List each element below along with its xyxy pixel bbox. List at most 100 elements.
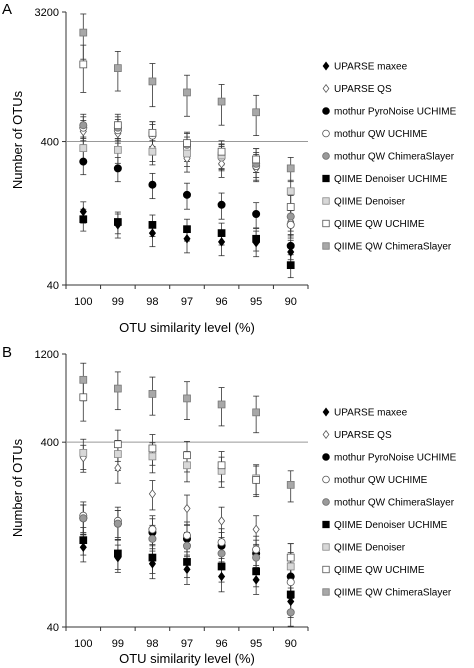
data-point <box>182 531 191 540</box>
legend-swatch <box>322 520 330 529</box>
legend-item: UPARSE maxee <box>322 61 408 73</box>
data-point <box>114 146 122 154</box>
y-axis-title-b: Number of OTUs <box>10 438 25 537</box>
legend-label: UPARSE QS <box>334 430 392 441</box>
data-marks-b <box>79 362 295 627</box>
data-point <box>286 241 295 250</box>
legend-label: QIIME QW ChimeraSlayer <box>334 242 452 253</box>
data-point <box>148 221 157 229</box>
legend-label: mothur QW ChimeraSlayer <box>334 152 455 163</box>
data-point <box>148 489 156 499</box>
data-point <box>114 549 122 558</box>
data-point <box>252 545 261 554</box>
legend-item: mothur PyroNoise UCHIME <box>322 453 457 464</box>
x-tick-label: 100 <box>74 638 92 650</box>
legend-item: mothur QW UCHIME <box>322 475 428 486</box>
panel-label-a: A <box>2 1 12 18</box>
legend-b: UPARSE maxee UPARSE QS mothur PyroNoise UC… <box>322 408 457 599</box>
x-tick-label: 99 <box>112 638 124 650</box>
data-point <box>183 451 191 460</box>
x-tick-label: 100 <box>74 296 92 308</box>
legend-swatch <box>322 197 330 205</box>
data-point <box>79 60 88 69</box>
y-tick-label: 40 <box>47 622 59 634</box>
data-point <box>286 261 295 270</box>
data-point <box>218 516 226 526</box>
legend-item: mothur QW ChimeraSlayer <box>322 498 455 509</box>
y-ticks-b: 40 400 1200 <box>35 349 66 634</box>
data-point <box>252 210 261 219</box>
data-point <box>79 144 88 152</box>
data-point <box>114 121 122 130</box>
data-point <box>183 461 191 470</box>
x-tick-label: 98 <box>146 296 158 308</box>
data-point <box>217 549 226 558</box>
legend-swatch <box>322 453 330 461</box>
data-point <box>148 525 157 534</box>
data-point <box>218 159 226 169</box>
legend-label: mothur PyroNoise UCHIME <box>334 107 457 118</box>
data-point <box>252 234 260 243</box>
data-point <box>79 157 88 166</box>
legend-label: QIIME Denoiser <box>334 543 406 554</box>
data-point <box>286 164 295 173</box>
legend-label: mothur QW UCHIME <box>334 129 428 140</box>
y-tick-label: 40 <box>47 280 59 292</box>
legend-swatch <box>322 84 330 93</box>
data-point <box>286 187 295 196</box>
legend-item: mothur PyroNoise UCHIME <box>322 107 457 118</box>
data-point <box>79 393 88 402</box>
data-point <box>286 608 295 617</box>
data-point <box>148 534 157 543</box>
x-tick-label: 96 <box>215 638 227 650</box>
data-point <box>183 139 191 147</box>
data-point <box>286 481 295 489</box>
legend-label: QIIME QW ChimeraSlayer <box>334 588 452 599</box>
legend-label: UPARSE maxee <box>334 408 408 419</box>
legend-item: QIIME Denoiser UCHIME <box>322 520 448 531</box>
data-point <box>182 190 191 199</box>
legend-label: UPARSE QS <box>334 84 392 95</box>
chart-panel-a: A Number of OTUs OTU similarity level (%… <box>2 1 457 335</box>
data-point <box>217 97 226 106</box>
y-ticks-a: 40 400 3200 <box>35 7 66 292</box>
data-point <box>183 503 191 514</box>
legend-swatch <box>322 129 330 138</box>
legend-swatch <box>322 152 330 160</box>
legend-label: QIIME Denoiser <box>334 197 406 208</box>
x-tick-label: 98 <box>146 638 158 650</box>
data-point <box>183 88 191 97</box>
data-point <box>148 390 157 398</box>
legend-item: QIIME QW UCHIME <box>322 219 425 230</box>
data-point <box>286 590 295 599</box>
x-tick-label: 99 <box>112 296 124 308</box>
data-point <box>79 121 88 130</box>
legend-item: mothur QW UCHIME <box>322 129 428 140</box>
legend-swatch <box>322 430 330 439</box>
legend-item: QIIME QW ChimeraSlayer <box>322 242 452 253</box>
data-point <box>287 596 295 607</box>
legend-swatch <box>322 174 330 183</box>
data-point <box>79 206 87 217</box>
legend-swatch <box>322 61 330 71</box>
legend-label: mothur QW UCHIME <box>334 475 428 486</box>
data-point <box>79 536 88 545</box>
data-point <box>114 384 122 393</box>
legend-swatch <box>322 543 330 551</box>
points-qiime-qw-chimeraslayer <box>79 28 295 173</box>
data-point <box>252 108 260 117</box>
data-point <box>252 553 261 562</box>
legend-swatch <box>322 242 330 250</box>
data-point <box>217 562 226 571</box>
data-point <box>286 203 295 211</box>
data-point <box>114 218 122 226</box>
data-point <box>148 553 157 562</box>
legend-label: QIIME Denoiser UCHIME <box>334 520 448 531</box>
legend-label: QIIME QW UCHIME <box>334 219 425 230</box>
data-point <box>114 64 122 72</box>
legend-item: QIIME QW UCHIME <box>322 565 425 576</box>
points-mothur-qw-chimeraslayer <box>79 514 295 617</box>
legend-item: QIIME QW ChimeraSlayer <box>322 588 452 599</box>
legend-swatch <box>322 107 330 115</box>
